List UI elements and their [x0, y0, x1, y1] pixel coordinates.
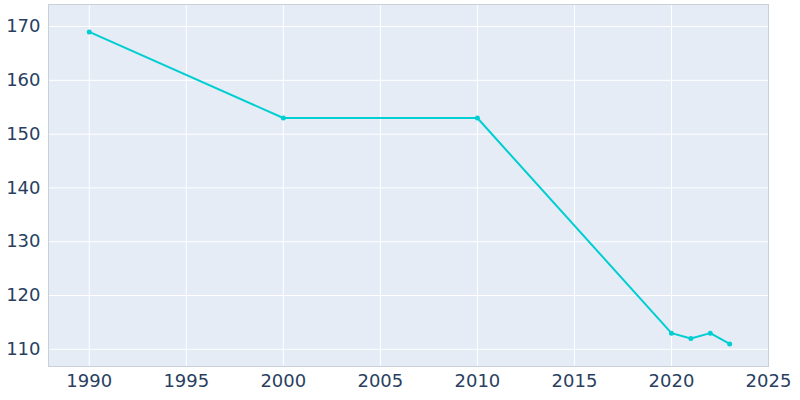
- svg-text:2000: 2000: [260, 370, 306, 391]
- svg-text:120: 120: [6, 284, 40, 305]
- svg-text:2025: 2025: [746, 370, 792, 391]
- svg-text:1990: 1990: [66, 370, 112, 391]
- svg-text:160: 160: [6, 69, 40, 90]
- svg-text:2005: 2005: [357, 370, 403, 391]
- svg-text:2015: 2015: [552, 370, 598, 391]
- svg-text:1995: 1995: [163, 370, 209, 391]
- svg-text:140: 140: [6, 177, 40, 198]
- svg-text:2020: 2020: [649, 370, 695, 391]
- svg-text:170: 170: [6, 15, 40, 36]
- svg-text:110: 110: [6, 338, 40, 359]
- svg-text:2010: 2010: [454, 370, 500, 391]
- svg-text:150: 150: [6, 123, 40, 144]
- svg-text:130: 130: [6, 230, 40, 251]
